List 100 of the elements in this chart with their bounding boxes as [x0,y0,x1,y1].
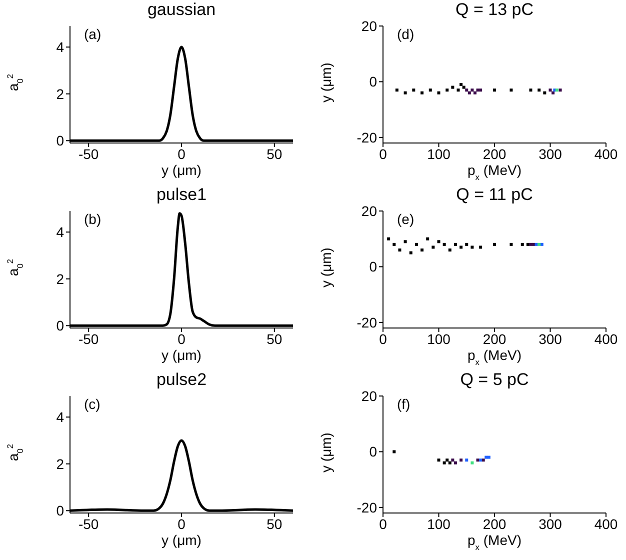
x-tick-label: 400 [594,330,618,347]
x-tick-label: 200 [482,146,506,162]
x-axis-title: y (μm) [162,347,202,363]
point [479,88,482,92]
point [409,251,412,254]
y-tick-label: 4 [56,39,64,56]
point [442,461,446,464]
x-tick-label: 0 [379,330,388,347]
point [432,246,435,249]
point [540,242,544,246]
point [470,88,474,92]
y-tick-label: 20 [361,388,378,404]
point [479,246,482,249]
chart-title: Q = 11 pC [456,185,533,204]
point [465,242,468,246]
point [482,458,485,462]
point [510,242,513,246]
point [387,237,390,240]
x-axis-title: y (μm) [162,162,202,178]
x-tick-label: 100 [427,516,451,532]
point [479,458,482,462]
point [442,242,446,246]
x-tick-label: 50 [266,516,282,532]
y-tick-label: 0 [369,444,378,460]
chart-title: gaussian [146,0,217,20]
x-tick-label: 300 [538,516,562,532]
point [460,246,463,249]
point [412,88,416,92]
point [404,240,407,244]
point [473,91,476,94]
point [420,91,424,94]
chart-title: Q = 5 pC [460,370,529,389]
point [520,242,524,246]
chart-title: pulse2 [155,370,208,390]
annotation: (c) [84,396,100,412]
x-tick-label: 300 [538,330,562,347]
y-axis-title: y (μm) [318,432,334,472]
point [392,450,396,454]
x-tick-label: 50 [266,330,282,347]
y-tick-label: 20 [361,18,378,34]
x-tick-label: 400 [594,146,618,162]
x-tick-label: 200 [482,516,506,532]
point [395,88,398,92]
point [468,91,471,94]
x-tick-label: 100 [427,146,451,162]
annotation: (d) [397,26,414,42]
x-tick-label: -50 [78,330,99,347]
y-tick-label: 4 [56,409,64,426]
point [392,242,396,246]
point [487,456,490,459]
x-tick-label: 0 [178,516,186,532]
y-tick-label: 2 [56,456,64,472]
y-tick-label: 0 [369,74,378,90]
y-tick-label: 0 [56,502,64,519]
point [460,458,463,462]
point [538,242,541,246]
point [543,91,546,94]
x-tick-label: -50 [78,146,99,162]
point [404,91,407,94]
point [548,88,552,92]
point [454,242,457,246]
point [532,242,536,246]
point [420,248,424,252]
point [454,461,457,464]
point [538,88,541,92]
y-tick-label: -20 [356,129,378,146]
y-tick-label: -20 [356,499,378,516]
x-tick-label: 300 [538,146,562,162]
point [437,91,440,94]
y-tick-label: 2 [56,86,64,102]
y-tick-label: 20 [361,202,378,219]
x-tick-label: 0 [379,516,388,532]
y-axis-title: y (μm) [318,248,334,288]
y-axis-title: y (μm) [318,62,334,102]
x-tick-label: 200 [482,330,506,347]
y-tick-label: 0 [56,132,64,149]
point [529,242,532,246]
x-tick-label: 400 [594,516,618,532]
x-tick-label: 0 [379,146,388,162]
point [398,248,402,252]
point [448,461,452,464]
point [510,88,513,92]
point [456,88,460,92]
x-axis-title: y (μm) [162,532,202,548]
annotation: (e) [397,211,414,227]
point [493,242,496,246]
chart-title: pulse1 [155,185,208,205]
point [428,88,432,92]
point [414,242,418,246]
point [437,458,440,462]
point [460,83,463,86]
annotation: (a) [84,26,102,42]
point [552,91,555,94]
chart-title: Q = 13 pC [456,0,534,19]
x-tick-label: 0 [178,146,186,162]
x-tick-label: -50 [78,516,99,532]
point [451,458,454,462]
y-tick-label: -20 [356,314,378,330]
point [446,458,449,462]
x-tick-label: 0 [178,330,186,347]
